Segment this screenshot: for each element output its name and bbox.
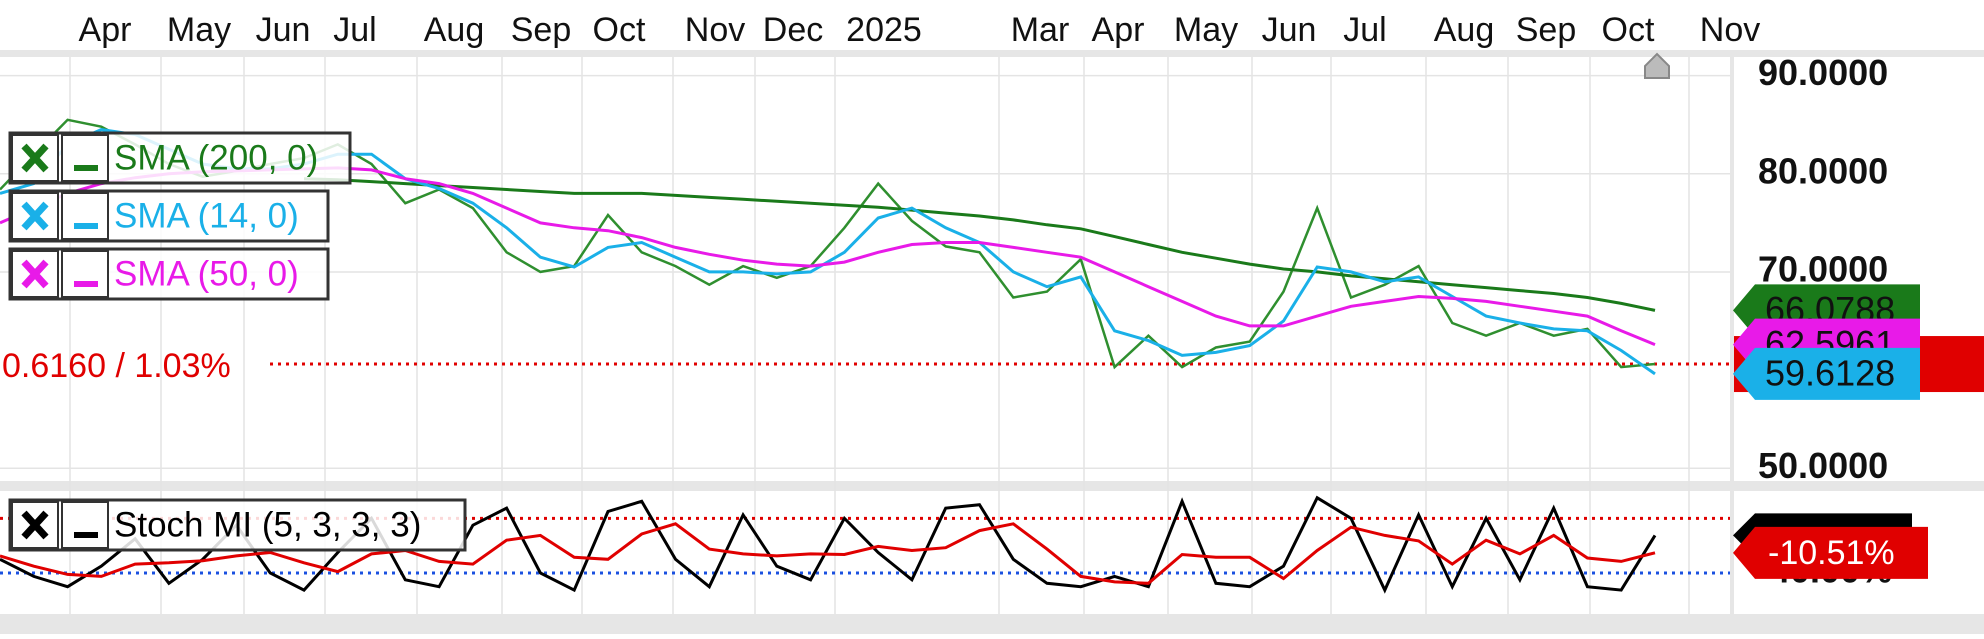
- x-tick-label: Apr: [79, 11, 132, 49]
- last-value-box: [1733, 526, 1928, 579]
- legend-label: SMA (200, 0): [114, 138, 318, 177]
- remove-button[interactable]: [11, 192, 59, 240]
- minimize-icon[interactable]: [74, 281, 98, 287]
- series-line: [0, 522, 1656, 585]
- panel-separator: [0, 481, 1984, 491]
- minimize-icon[interactable]: [74, 165, 98, 171]
- x-tick-label: Jun: [1262, 11, 1317, 49]
- x-tick-label: Jun: [256, 11, 311, 49]
- bottom-bar: [0, 614, 1984, 634]
- remove-icon[interactable]: [21, 201, 49, 231]
- minimize-icon[interactable]: [74, 223, 98, 229]
- x-tick-label: Sep: [1516, 11, 1577, 49]
- x-tick-label: Aug: [424, 11, 485, 49]
- last-value-box: [1733, 347, 1920, 400]
- x-tick-label: Oct: [593, 11, 646, 49]
- x-tick-label: Mar: [1011, 11, 1070, 49]
- x-tick-label: Dec: [763, 11, 823, 49]
- legend-label: SMA (50, 0): [114, 254, 299, 293]
- last-value-label: -10.51%: [1768, 534, 1895, 572]
- axis-separator: [0, 50, 1984, 57]
- legend-entry: SMA (50, 0): [8, 247, 330, 301]
- x-tick-label: Nov: [685, 11, 745, 49]
- last-value-label: 59.6128: [1765, 352, 1895, 393]
- x-tick-label: May: [1174, 11, 1238, 49]
- x-tick-label: Jul: [333, 11, 376, 49]
- x-tick-label: Apr: [1092, 11, 1145, 49]
- y-tick-label: 90.0000: [1758, 52, 1888, 93]
- x-tick-label: Nov: [1700, 11, 1760, 49]
- right-axis-separator: [1730, 57, 1734, 614]
- series-line: [0, 495, 1657, 594]
- remove-icon[interactable]: [21, 510, 49, 540]
- y-tick-label: 50.0000: [1758, 445, 1888, 486]
- y-tick-label: 70.0000: [1758, 248, 1888, 289]
- x-tick-label: May: [167, 11, 231, 49]
- legend-entry: SMA (14, 0): [8, 189, 330, 243]
- remove-icon[interactable]: [21, 143, 49, 173]
- legend-entry: SMA (200, 0): [8, 131, 352, 185]
- legend-entry: Stoch MI (5, 3, 3, 3): [8, 498, 467, 552]
- x-tick-label: 2025: [846, 11, 922, 49]
- x-tick-label: Sep: [511, 11, 572, 49]
- minimize-button[interactable]: [61, 192, 109, 240]
- series-line: [303, 177, 1656, 312]
- minimize-button[interactable]: [61, 501, 109, 549]
- minimize-icon[interactable]: [74, 532, 98, 538]
- legend-label: SMA (14, 0): [114, 196, 299, 235]
- price-change-label: 0.6160 / 1.03%: [2, 347, 231, 385]
- minimize-button[interactable]: [61, 250, 109, 298]
- scroll-home-icon[interactable]: [1644, 52, 1670, 79]
- legend-label: Stoch MI (5, 3, 3, 3): [114, 505, 421, 544]
- x-tick-label: Oct: [1602, 11, 1655, 49]
- x-tick-label: Jul: [1343, 11, 1386, 49]
- x-tick-label: Aug: [1434, 11, 1495, 49]
- remove-icon[interactable]: [21, 259, 49, 289]
- top-axis-bar: [0, 0, 1984, 52]
- minimize-button[interactable]: [61, 134, 109, 182]
- y-tick-label: 80.0000: [1758, 150, 1888, 191]
